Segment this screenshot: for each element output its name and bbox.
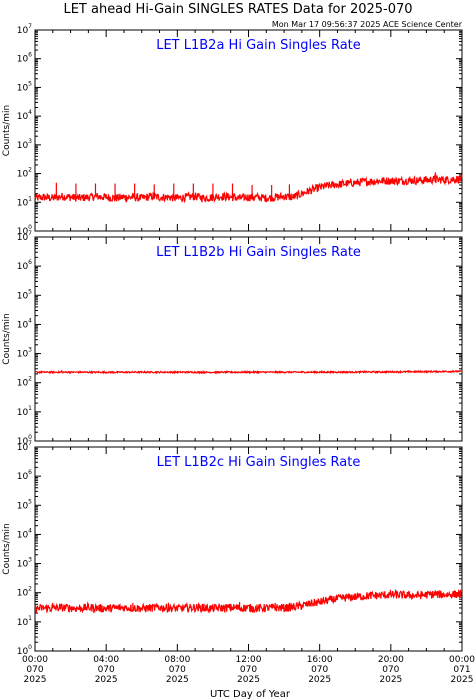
x-tick-label: 071 bbox=[453, 665, 470, 675]
series-line bbox=[34, 588, 463, 615]
x-tick-label: 12:00 bbox=[236, 655, 262, 665]
x-tick-label: 2025 bbox=[379, 675, 402, 685]
y-tick-label: 105 bbox=[17, 498, 32, 511]
x-tick-label: 16:00 bbox=[307, 655, 333, 665]
x-tick-label: 070 bbox=[169, 665, 186, 675]
y-tick-label: 105 bbox=[17, 80, 32, 93]
y-tick-label: 105 bbox=[17, 288, 32, 301]
y-tick-label: 102 bbox=[17, 167, 32, 180]
panel-title: LET L1B2b Hi Gain Singles Rate bbox=[156, 245, 361, 260]
x-tick-label: 2025 bbox=[237, 675, 260, 685]
x-tick-label: 070 bbox=[98, 665, 115, 675]
panel-title: LET L1B2a Hi Gain Singles Rate bbox=[156, 38, 361, 53]
y-tick-label: 103 bbox=[17, 138, 32, 151]
y-tick-label: 101 bbox=[17, 195, 32, 208]
x-tick-label: 00:00 bbox=[449, 655, 475, 665]
generation-timestamp: Mon Mar 17 09:56:37 2025 ACE Science Cen… bbox=[272, 20, 463, 29]
x-tick-label: 04:00 bbox=[93, 655, 119, 665]
series-1 bbox=[34, 369, 463, 375]
y-tick-label: 103 bbox=[17, 347, 32, 360]
figure-title: LET ahead Hi-Gain SINGLES RATES Data for… bbox=[63, 2, 412, 17]
y-tick-label: 106 bbox=[17, 259, 32, 272]
x-tick-label: 2025 bbox=[451, 675, 474, 685]
y-tick-label: 104 bbox=[17, 109, 32, 122]
x-tick-label: 070 bbox=[382, 665, 399, 675]
y-axis-label: Counts/min bbox=[2, 313, 12, 364]
series-line bbox=[34, 369, 463, 375]
y-tick-label: 107 bbox=[17, 23, 32, 36]
y-tick-label: 101 bbox=[17, 405, 32, 418]
x-tick-label: 070 bbox=[240, 665, 257, 675]
y-tick-label: 102 bbox=[17, 376, 32, 389]
x-tick-label: 2025 bbox=[308, 675, 331, 685]
series-1 bbox=[34, 172, 463, 204]
panel-title: LET L1B2c Hi Gain Singles Rate bbox=[157, 455, 361, 470]
x-tick-label: 08:00 bbox=[164, 655, 190, 665]
x-tick-label: 20:00 bbox=[378, 655, 404, 665]
plot-frame bbox=[34, 446, 463, 652]
series-1 bbox=[34, 588, 463, 615]
y-tick-label: 104 bbox=[17, 317, 32, 330]
y-tick-label: 104 bbox=[17, 527, 32, 540]
series-line bbox=[34, 173, 463, 204]
x-tick-label: 2025 bbox=[166, 675, 189, 685]
y-tick-label: 106 bbox=[17, 52, 32, 65]
x-tick-label: 2025 bbox=[95, 675, 118, 685]
x-tick-label: 070 bbox=[26, 665, 43, 675]
y-tick-label: 102 bbox=[17, 586, 32, 599]
y-axis-label: Counts/min bbox=[2, 105, 12, 156]
y-tick-label: 103 bbox=[17, 557, 32, 570]
plot-frame bbox=[34, 236, 463, 442]
y-tick-label: 106 bbox=[17, 469, 32, 482]
y-axis-label: Counts/min bbox=[2, 523, 12, 574]
x-axis-label: UTC Day of Year bbox=[210, 689, 291, 700]
y-tick-label: 101 bbox=[17, 615, 32, 628]
x-tick-label: 2025 bbox=[24, 675, 47, 685]
x-tick-label: 070 bbox=[311, 665, 328, 675]
x-tick-label: 00:00 bbox=[22, 655, 48, 665]
